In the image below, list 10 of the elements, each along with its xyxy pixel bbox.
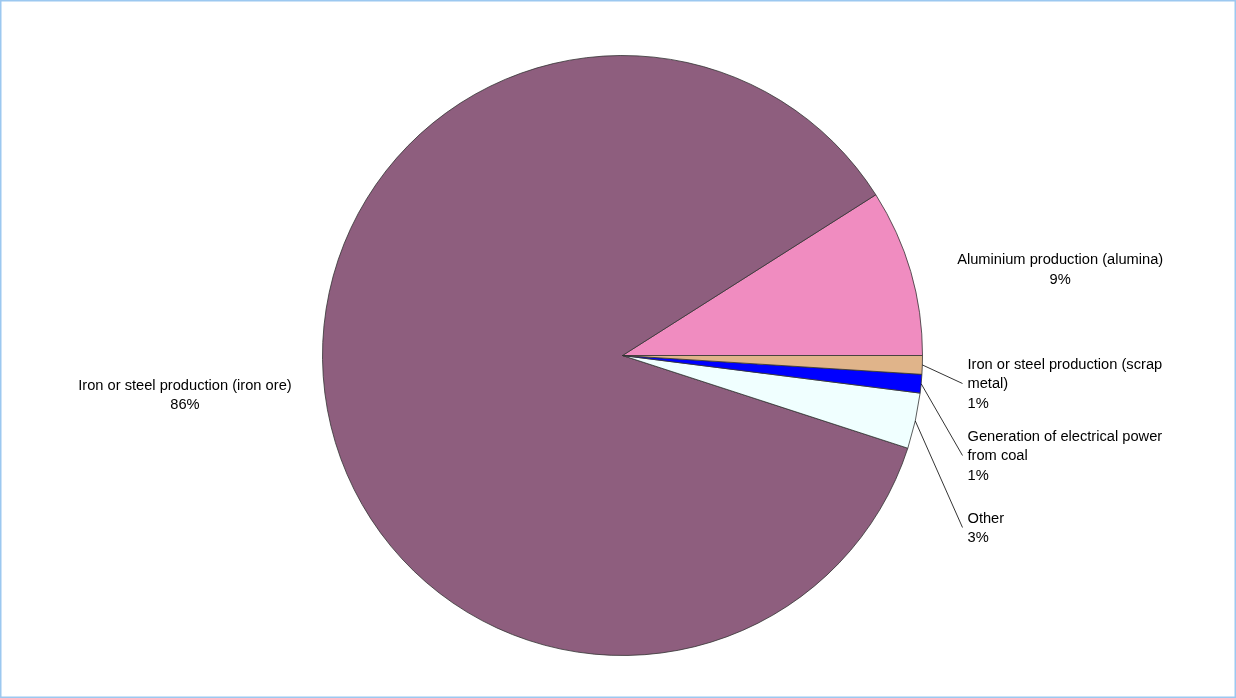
data-label: 1% [967, 394, 989, 411]
data-label: 9% [1049, 270, 1071, 287]
data-label: 86% [170, 395, 200, 412]
slice-label: Generation of electrical power from coal [967, 428, 1163, 464]
slice-label: Aluminium production (alumina) [957, 251, 1164, 268]
slice-label: Iron or steel production (iron ore) [78, 376, 292, 393]
data-label: 3% [967, 529, 989, 546]
slice-label: Iron or steel production (scrap metal) [967, 356, 1163, 392]
data-label: 1% [967, 466, 989, 483]
slice-label: Other [967, 509, 1005, 526]
